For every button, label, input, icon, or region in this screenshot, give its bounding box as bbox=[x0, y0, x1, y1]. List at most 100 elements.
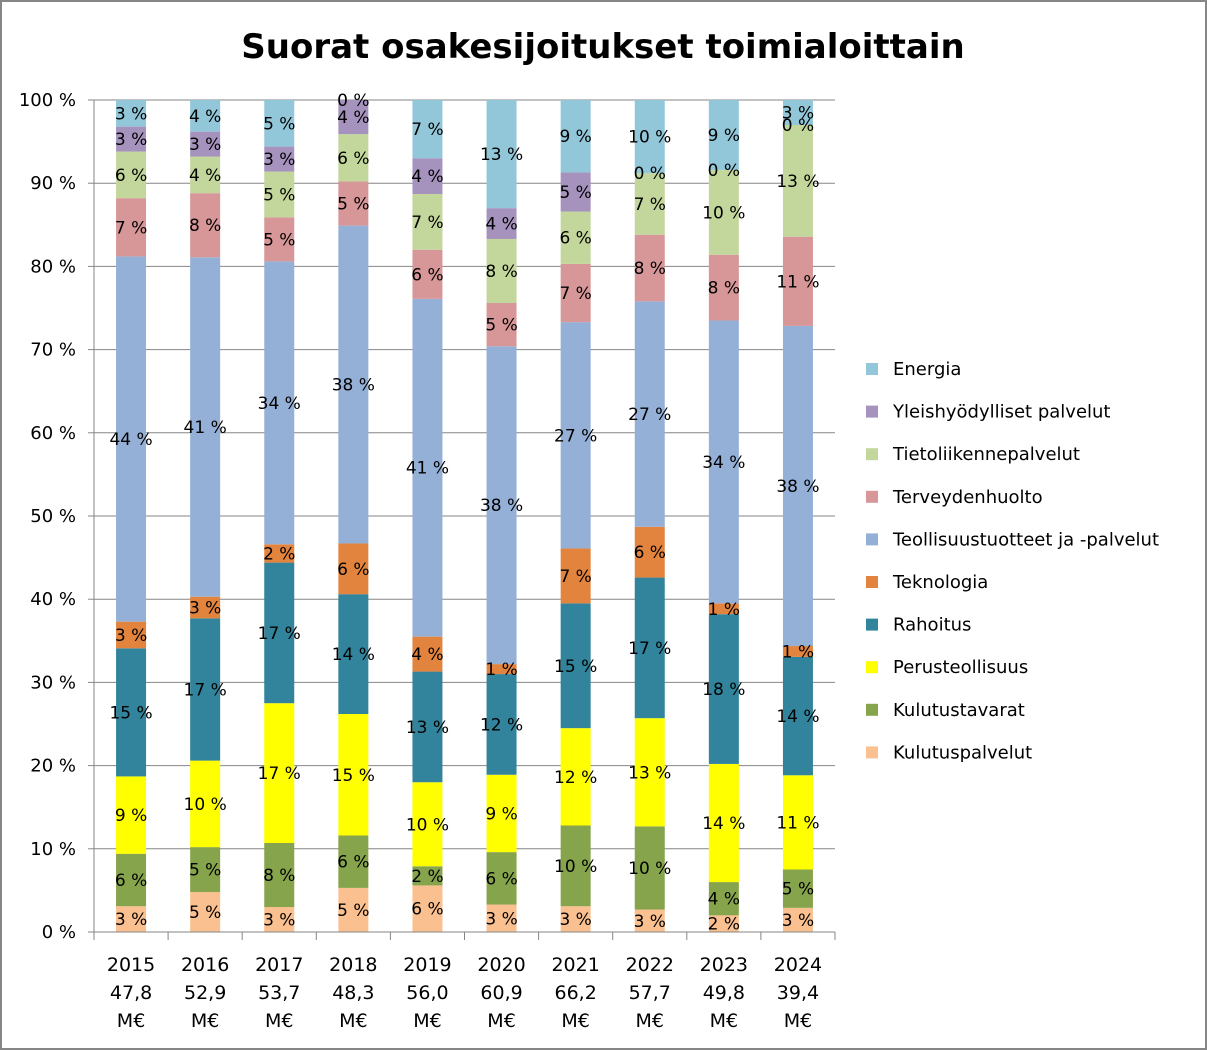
chart-title: Suorat osakesijoitukset toimialoittain bbox=[241, 27, 964, 67]
bar-segment bbox=[560, 728, 591, 826]
data-label: 3 % bbox=[485, 909, 517, 929]
x-tick-label: 2017 bbox=[255, 954, 303, 976]
data-label: 27 % bbox=[628, 405, 671, 425]
data-label: 38 % bbox=[776, 477, 819, 497]
bar-segment bbox=[338, 134, 369, 182]
data-label: 7 % bbox=[411, 120, 443, 140]
x-tick-label: 2018 bbox=[329, 954, 377, 976]
data-label: 6 % bbox=[115, 871, 147, 891]
bar-segment bbox=[634, 577, 665, 719]
data-label: 13 % bbox=[628, 763, 671, 783]
bar-segment bbox=[264, 703, 295, 843]
bar-segment bbox=[190, 193, 221, 258]
bar-segment bbox=[782, 775, 813, 870]
data-label: 34 % bbox=[702, 453, 745, 473]
bar-segment bbox=[486, 208, 517, 239]
bar-segment bbox=[560, 825, 591, 907]
bar-segment bbox=[116, 853, 147, 907]
legend-swatch bbox=[866, 533, 878, 546]
data-label: 6 % bbox=[115, 166, 147, 186]
data-label: 18 % bbox=[702, 680, 745, 700]
bars bbox=[116, 100, 813, 932]
x-tick-label: 2016 bbox=[181, 954, 229, 976]
x-tick-label: 56,0 bbox=[406, 982, 448, 1004]
x-tick-label: M€ bbox=[561, 1010, 589, 1032]
x-tick-label: 60,9 bbox=[480, 982, 522, 1004]
data-label: 5 % bbox=[782, 880, 814, 900]
data-label: 3 % bbox=[782, 911, 814, 931]
y-tick-label: 0 % bbox=[42, 922, 76, 943]
data-label: 2 % bbox=[411, 867, 443, 887]
bar-segment bbox=[782, 869, 813, 908]
data-label: 10 % bbox=[628, 128, 671, 148]
data-label: 1 % bbox=[485, 660, 517, 680]
bar-segment bbox=[486, 346, 517, 665]
bar-segment bbox=[708, 882, 739, 916]
data-label: 3 % bbox=[263, 911, 295, 931]
data-label: 3 % bbox=[189, 135, 221, 155]
data-label: 5 % bbox=[189, 861, 221, 881]
data-label: 1 % bbox=[708, 600, 740, 620]
bar-segment bbox=[338, 100, 369, 135]
data-label: 3 % bbox=[634, 912, 666, 932]
data-label: 6 % bbox=[634, 543, 666, 563]
x-tick-label: 2022 bbox=[626, 954, 674, 976]
bar-segment bbox=[412, 298, 443, 637]
bar-segment bbox=[412, 782, 443, 867]
bar-segment bbox=[338, 714, 369, 836]
data-label: 4 % bbox=[708, 890, 740, 910]
bar-segment bbox=[264, 217, 295, 262]
data-label: 5 % bbox=[337, 901, 369, 921]
bar-segment bbox=[782, 656, 813, 776]
data-label: 6 % bbox=[337, 560, 369, 580]
bar-segment bbox=[486, 674, 517, 775]
bar-segment bbox=[486, 664, 517, 675]
y-tick-label: 90 % bbox=[30, 173, 76, 194]
data-label: 2 % bbox=[708, 915, 740, 935]
y-tick-label: 70 % bbox=[30, 340, 76, 361]
legend-swatch bbox=[866, 363, 878, 375]
bar-segment bbox=[412, 249, 443, 299]
bar-segment bbox=[634, 526, 665, 578]
bar-segment bbox=[708, 320, 739, 604]
x-tick-label: M€ bbox=[191, 1010, 219, 1032]
data-label: 34 % bbox=[258, 394, 301, 414]
data-label: 10 % bbox=[184, 795, 227, 815]
data-label: 4 % bbox=[189, 107, 221, 127]
bar-segment bbox=[264, 562, 295, 704]
y-tick-label: 30 % bbox=[30, 672, 76, 693]
bar-segment bbox=[708, 169, 739, 255]
bar-segment bbox=[338, 887, 369, 932]
legend-label: Terveydenhuolto bbox=[892, 487, 1043, 508]
data-label: 4 % bbox=[189, 166, 221, 186]
data-label: 5 % bbox=[263, 114, 295, 134]
bar-segment bbox=[708, 603, 739, 615]
bar-segment bbox=[782, 325, 813, 647]
legend: Energia Yleishyödylliset palvelut Tietolii… bbox=[866, 359, 1159, 763]
bar-segment bbox=[412, 194, 443, 250]
bar-segment bbox=[782, 646, 813, 657]
legend-label: Tietoliikennepalvelut bbox=[892, 444, 1080, 465]
bar-segment bbox=[190, 596, 221, 619]
data-label: 15 % bbox=[109, 703, 152, 723]
data-label: 6 % bbox=[411, 900, 443, 920]
y-tick-label: 100 % bbox=[19, 90, 76, 111]
x-tick-label: 57,7 bbox=[629, 982, 671, 1004]
bar-segment bbox=[634, 173, 665, 235]
x-tick-label: 2020 bbox=[477, 954, 525, 976]
data-label: 1 % bbox=[782, 642, 814, 662]
data-label: 5 % bbox=[337, 195, 369, 215]
bar-segment bbox=[634, 301, 665, 527]
data-label: 8 % bbox=[634, 259, 666, 279]
bar-segment bbox=[190, 100, 221, 132]
x-tick-label: 52,9 bbox=[184, 982, 226, 1004]
data-label: 3 % bbox=[115, 626, 147, 646]
bar-segment bbox=[782, 100, 813, 126]
data-label: 3 % bbox=[189, 599, 221, 619]
data-label: 3 % bbox=[559, 910, 591, 930]
x-tick-label: 39,4 bbox=[777, 982, 819, 1004]
bar-segment bbox=[708, 915, 739, 932]
bar-segment bbox=[412, 158, 443, 195]
data-label: 3 % bbox=[782, 104, 814, 124]
